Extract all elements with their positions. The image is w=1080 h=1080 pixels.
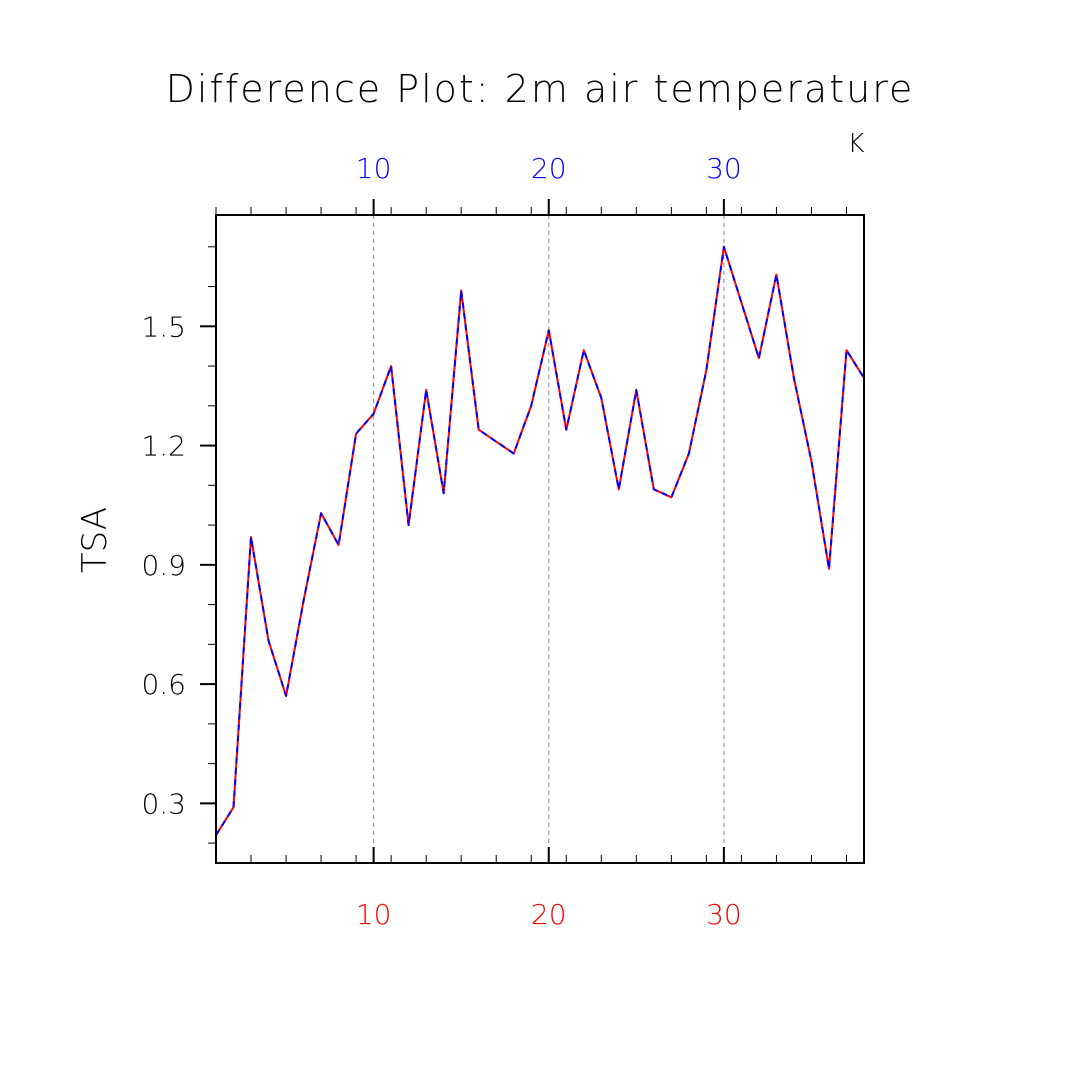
tick-labels: 0.3 0.6 0.9 1.2 1.5 10 10 20 20 30 30: [141, 152, 741, 931]
y-axis-label: TSA: [75, 507, 115, 573]
chart-title: Difference Plot: 2m air temperature: [166, 67, 915, 111]
y-tick-label-0.9: 0.9: [141, 549, 186, 582]
y-tick-label-1.5: 1.5: [141, 310, 186, 343]
x-tick-label-top-10: 10: [356, 152, 392, 185]
series-lines: [215, 245, 865, 836]
grid-lines: [373, 215, 725, 863]
units-label: K: [847, 129, 864, 159]
x-tick-label-bottom-30: 30: [706, 898, 742, 931]
x-tick-label-top-20: 20: [531, 152, 567, 185]
x-tick-label-bottom-10: 10: [356, 898, 392, 931]
y-tick-label-0.3: 0.3: [141, 787, 186, 820]
plot-frame: [215, 214, 865, 864]
series-line-1: [215, 245, 865, 836]
y-tick-label-0.6: 0.6: [141, 668, 186, 701]
y-tick-label-1.2: 1.2: [141, 430, 186, 463]
x-tick-label-bottom-20: 20: [531, 898, 567, 931]
x-tick-label-top-30: 30: [706, 152, 742, 185]
axis-ticks: [200, 199, 847, 863]
